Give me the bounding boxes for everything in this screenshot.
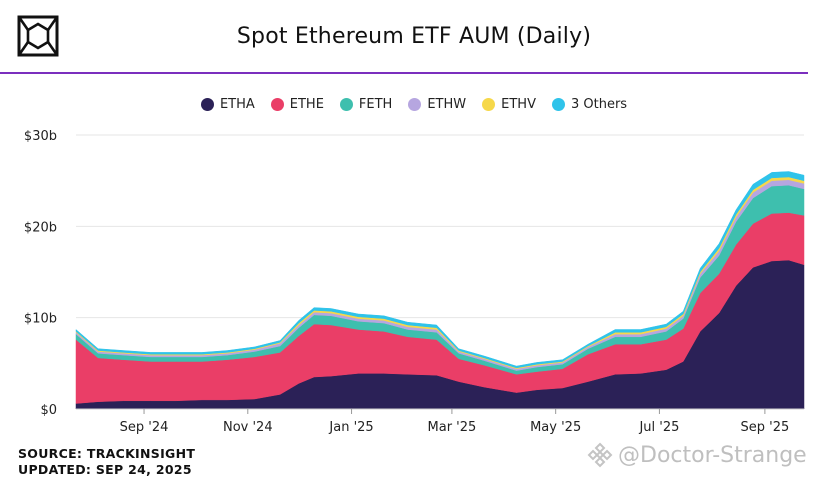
- x-tick-label: Sep '24: [120, 420, 169, 435]
- legend-swatch: [339, 98, 353, 111]
- legend-swatch: [482, 98, 496, 111]
- legend-label: FETH: [358, 97, 393, 112]
- updated-note: UPDATED: SEP 24, 2025: [18, 462, 192, 477]
- cube-logo-icon: [17, 15, 59, 57]
- y-tick-label: $30b: [24, 129, 57, 144]
- chart-legend: ETHA ETHE FETH ETHW ETHV 3 Others: [0, 97, 828, 112]
- binance-logo-icon: [587, 442, 613, 468]
- legend-item: ETHA: [200, 97, 255, 112]
- x-tick-label: Mar '25: [428, 420, 477, 435]
- legend-item: ETHV: [482, 97, 536, 112]
- page-title: Spot Ethereum ETF AUM (Daily): [236, 24, 592, 49]
- legend-swatch: [408, 98, 422, 111]
- legend-item: ETHE: [270, 97, 324, 112]
- x-tick-label: Jan '25: [328, 420, 373, 435]
- legend-label: ETHV: [501, 97, 536, 112]
- legend-label: ETHA: [219, 97, 255, 112]
- watermark-text: @Doctor-Strange: [618, 442, 807, 468]
- legend-swatch: [270, 98, 284, 111]
- x-tick-label: Sep '25: [741, 420, 790, 435]
- stacked-area-chart: $0 $10b $20b $30b Sep '24 Nov '24 Jan '25 Mar '…: [24, 129, 805, 435]
- y-tick-label: $20b: [24, 220, 57, 235]
- x-tick-label: May '25: [530, 420, 581, 435]
- legend-swatch: [551, 98, 565, 111]
- source-note: SOURCE: TRACKINSIGHT: [18, 446, 196, 461]
- legend-label: ETHE: [289, 97, 324, 112]
- legend-item: 3 Others: [551, 97, 628, 112]
- legend-item: FETH: [339, 97, 393, 112]
- y-tick-label: $10b: [24, 312, 57, 327]
- legend-swatch: [200, 98, 214, 111]
- legend-label: ETHW: [427, 97, 467, 112]
- x-tick-label: Nov '24: [223, 420, 273, 435]
- area-series-3-others: [75, 171, 805, 369]
- chart-footer: SOURCE: TRACKINSIGHT UPDATED: SEP 24, 20…: [18, 446, 195, 478]
- legend-item: ETHW: [408, 97, 466, 112]
- watermark: @Doctor-Strange: [586, 441, 807, 469]
- x-tick-label: Jul '25: [638, 420, 679, 435]
- title-divider: [0, 72, 808, 74]
- legend-label: 3 Others: [570, 97, 628, 112]
- y-tick-label: $0: [40, 403, 57, 418]
